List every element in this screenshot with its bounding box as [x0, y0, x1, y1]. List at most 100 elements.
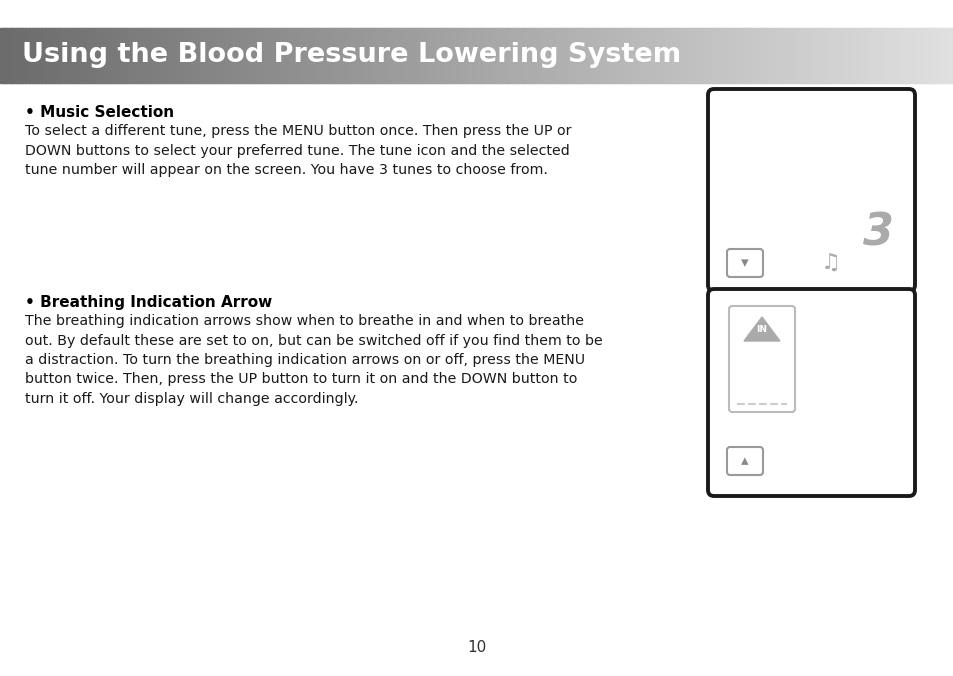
- Bar: [848, 28, 852, 83]
- Bar: [667, 28, 671, 83]
- Bar: [248, 28, 252, 83]
- Bar: [372, 28, 375, 83]
- Bar: [765, 28, 770, 83]
- Bar: [893, 28, 897, 83]
- Bar: [79, 28, 84, 83]
- Bar: [174, 28, 179, 83]
- Bar: [496, 28, 499, 83]
- Bar: [562, 28, 566, 83]
- Bar: [622, 28, 627, 83]
- Bar: [92, 28, 96, 83]
- Bar: [658, 28, 661, 83]
- Bar: [460, 28, 465, 83]
- Bar: [479, 28, 484, 83]
- Bar: [308, 28, 313, 83]
- Bar: [517, 28, 522, 83]
- Bar: [274, 28, 277, 83]
- Bar: [441, 28, 446, 83]
- Bar: [540, 28, 544, 83]
- Bar: [617, 28, 620, 83]
- Bar: [267, 28, 271, 83]
- Bar: [937, 28, 942, 83]
- Bar: [455, 28, 458, 83]
- Bar: [886, 28, 890, 83]
- Bar: [0, 28, 4, 83]
- Bar: [619, 28, 623, 83]
- FancyBboxPatch shape: [726, 447, 762, 475]
- Bar: [740, 28, 744, 83]
- Bar: [851, 28, 856, 83]
- Bar: [699, 28, 703, 83]
- Bar: [779, 28, 782, 83]
- Bar: [400, 28, 404, 83]
- FancyBboxPatch shape: [726, 249, 762, 277]
- Bar: [594, 28, 598, 83]
- Bar: [702, 28, 706, 83]
- Bar: [870, 28, 875, 83]
- Bar: [353, 28, 356, 83]
- Bar: [874, 28, 878, 83]
- Bar: [769, 28, 773, 83]
- Text: The breathing indication arrows show when to breathe in and when to breathe
out.: The breathing indication arrows show whe…: [25, 314, 602, 406]
- Bar: [534, 28, 537, 83]
- Bar: [784, 28, 789, 83]
- Bar: [845, 28, 849, 83]
- Bar: [197, 28, 201, 83]
- Bar: [708, 28, 713, 83]
- Bar: [760, 28, 763, 83]
- Bar: [181, 28, 185, 83]
- Bar: [350, 28, 354, 83]
- Bar: [276, 28, 280, 83]
- Bar: [521, 28, 525, 83]
- Bar: [934, 28, 938, 83]
- Bar: [670, 28, 675, 83]
- Bar: [943, 28, 947, 83]
- Bar: [16, 28, 20, 83]
- Bar: [295, 28, 299, 83]
- Bar: [131, 28, 134, 83]
- Bar: [877, 28, 881, 83]
- Bar: [283, 28, 287, 83]
- Bar: [384, 28, 389, 83]
- Bar: [331, 28, 335, 83]
- Bar: [407, 28, 411, 83]
- Bar: [679, 28, 684, 83]
- Bar: [388, 28, 392, 83]
- Bar: [946, 28, 951, 83]
- Bar: [155, 28, 160, 83]
- Bar: [531, 28, 535, 83]
- Bar: [905, 28, 909, 83]
- Bar: [73, 28, 77, 83]
- Bar: [45, 28, 49, 83]
- Bar: [172, 28, 175, 83]
- Bar: [451, 28, 456, 83]
- Bar: [629, 28, 633, 83]
- Bar: [498, 28, 503, 83]
- Text: ▾: ▾: [740, 256, 748, 270]
- Bar: [98, 28, 103, 83]
- Bar: [19, 28, 23, 83]
- Bar: [829, 28, 833, 83]
- Bar: [51, 28, 55, 83]
- Bar: [178, 28, 182, 83]
- Bar: [210, 28, 213, 83]
- Bar: [254, 28, 258, 83]
- Bar: [95, 28, 99, 83]
- Bar: [553, 28, 557, 83]
- Bar: [550, 28, 554, 83]
- Bar: [184, 28, 189, 83]
- Bar: [193, 28, 198, 83]
- Bar: [317, 28, 322, 83]
- Bar: [718, 28, 722, 83]
- Bar: [169, 28, 172, 83]
- Bar: [394, 28, 398, 83]
- Bar: [636, 28, 639, 83]
- Bar: [86, 28, 90, 83]
- Bar: [457, 28, 461, 83]
- Bar: [832, 28, 837, 83]
- Bar: [775, 28, 780, 83]
- Text: IN: IN: [756, 324, 767, 333]
- Bar: [724, 28, 728, 83]
- Bar: [693, 28, 697, 83]
- Bar: [836, 28, 840, 83]
